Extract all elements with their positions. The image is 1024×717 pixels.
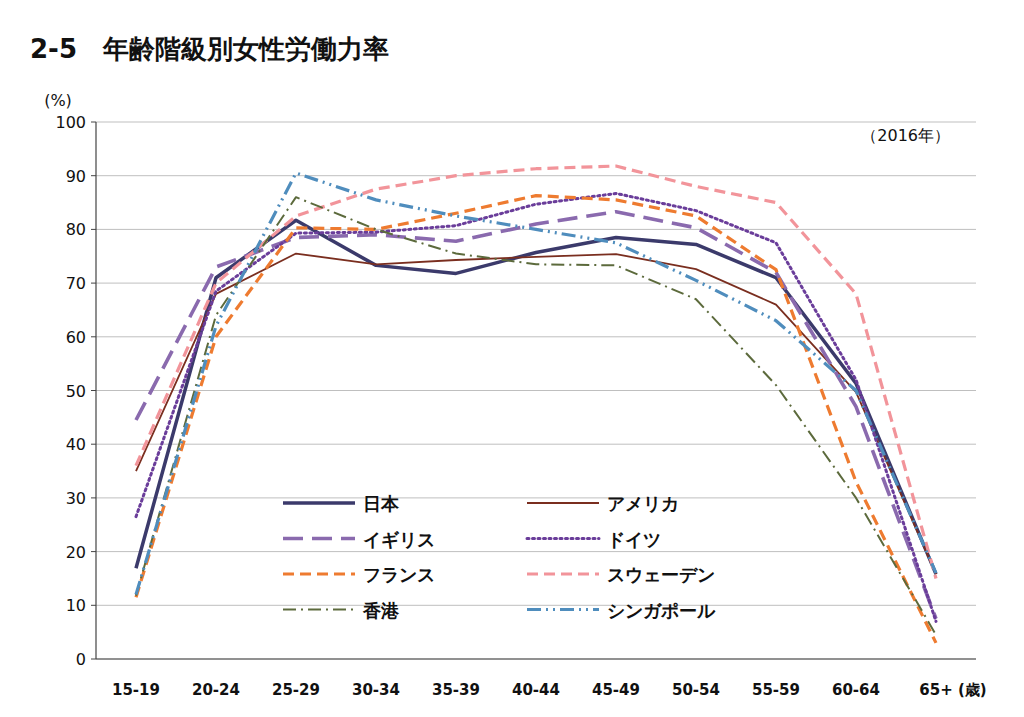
x-tick-label: 20-24 bbox=[192, 681, 240, 699]
x-tick-label: 55-59 bbox=[752, 681, 800, 699]
series-line bbox=[136, 254, 936, 575]
annotation: （2016年） bbox=[861, 126, 950, 145]
series-line bbox=[136, 220, 936, 574]
grid-line bbox=[96, 497, 976, 498]
series-line bbox=[136, 197, 936, 635]
x-tick-label: 30-34 bbox=[352, 681, 400, 699]
x-axis bbox=[96, 658, 976, 659]
legend-label: 香港 bbox=[362, 600, 400, 621]
y-tick-label: 40 bbox=[66, 435, 86, 454]
grid-line bbox=[96, 551, 976, 552]
grid-line bbox=[96, 122, 976, 123]
x-tick-label: 25-29 bbox=[272, 681, 320, 699]
y-tick-label: 60 bbox=[66, 328, 86, 347]
y-tick bbox=[91, 229, 96, 230]
x-tick-label: 40-44 bbox=[512, 681, 560, 699]
y-tick bbox=[91, 336, 96, 337]
y-tick bbox=[91, 551, 96, 552]
legend-swatch bbox=[527, 502, 599, 504]
y-tick bbox=[91, 175, 96, 176]
chart-container: 2-5 年齢階級別女性労働力率 (%) （2016年） 0 10 20 30 40 50 60 70… bbox=[0, 0, 1024, 717]
legend-label: 日本 bbox=[363, 493, 400, 514]
legend-swatch bbox=[283, 537, 355, 541]
legend-label: シンガポール bbox=[607, 600, 716, 621]
grid-line bbox=[96, 444, 976, 445]
series-line bbox=[136, 196, 936, 643]
legend-label: ドイツ bbox=[607, 529, 661, 550]
chart: 2-5 年齢階級別女性労働力率 (%) （2016年） 0 10 20 30 40 50 60 70… bbox=[0, 0, 1024, 717]
y-tick bbox=[91, 390, 96, 391]
y-tick bbox=[91, 283, 96, 284]
x-tick-label: 15-19 bbox=[112, 681, 160, 699]
y-tick bbox=[91, 659, 96, 660]
y-tick-label: 10 bbox=[66, 596, 86, 615]
x-tick-label: 45-49 bbox=[592, 681, 640, 699]
y-tick-label: 70 bbox=[66, 274, 86, 293]
legend-swatch bbox=[283, 501, 355, 505]
y-tick bbox=[91, 444, 96, 445]
legend-swatch bbox=[527, 537, 599, 540]
legend-label: イギリス bbox=[363, 529, 435, 550]
x-tick-label: 50-54 bbox=[672, 681, 720, 699]
y-tick bbox=[91, 497, 96, 498]
y-tick-label: 90 bbox=[66, 167, 86, 186]
legend-swatch bbox=[283, 572, 355, 575]
grid-line bbox=[96, 336, 976, 337]
legend: 日本 アメリカイギリス ドイツフランス スウェーデン香港 シンガポール bbox=[283, 493, 716, 621]
y-tick-label: 80 bbox=[66, 220, 86, 239]
y-tick-label: 50 bbox=[66, 382, 86, 401]
y-tick bbox=[91, 122, 96, 123]
y-tick-label: 0 bbox=[76, 650, 86, 669]
series-line bbox=[136, 173, 936, 595]
legend-label: フランス bbox=[363, 564, 435, 585]
grid-line bbox=[96, 659, 976, 660]
y-tick-label: 20 bbox=[66, 543, 86, 562]
grid-line bbox=[96, 390, 976, 391]
x-tick-label: 65+ bbox=[919, 681, 952, 699]
y-tick-label: 100 bbox=[55, 113, 86, 132]
x-axis-label: (歳) bbox=[958, 681, 987, 699]
legend-swatch bbox=[283, 609, 355, 611]
series-line bbox=[136, 212, 936, 619]
x-tick-label: 60-64 bbox=[832, 681, 880, 699]
legend-swatch bbox=[527, 608, 599, 611]
legend-label: アメリカ bbox=[607, 493, 679, 514]
legend-swatch bbox=[527, 572, 599, 575]
grid-line bbox=[96, 175, 976, 176]
title: 2-5 年齢階級別女性労働力率 bbox=[30, 34, 389, 64]
x-tick-label: 35-39 bbox=[432, 681, 480, 699]
legend-label: スウェーデン bbox=[607, 564, 715, 585]
y-tick bbox=[91, 605, 96, 606]
y-axis-label: (%) bbox=[44, 91, 72, 110]
y-axis bbox=[95, 122, 96, 659]
y-tick-label: 30 bbox=[66, 489, 86, 508]
grid-line bbox=[96, 605, 976, 606]
lines bbox=[136, 166, 936, 643]
